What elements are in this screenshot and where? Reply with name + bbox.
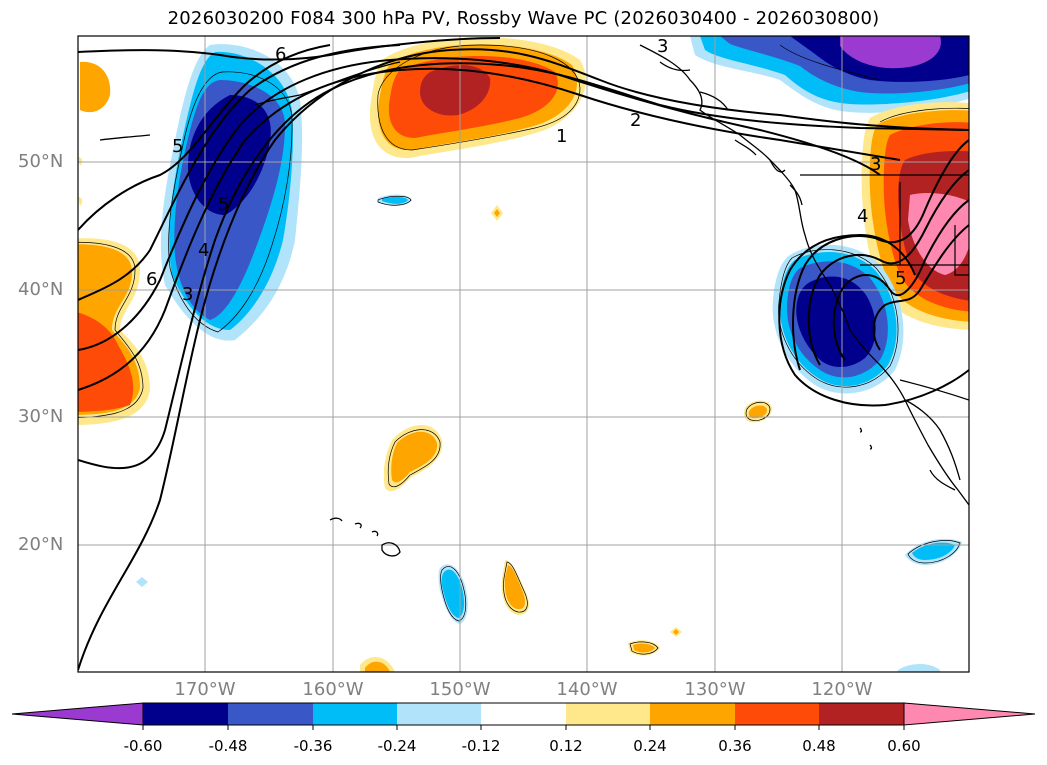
lat-label: 40°N	[18, 279, 64, 300]
colorbar-tick-label: 0.24	[633, 737, 667, 755]
colorbar-segment	[819, 703, 904, 725]
pv-trough-2	[807, 169, 969, 366]
pv-trough-1	[792, 139, 969, 371]
colorbar-tick-label: -0.36	[293, 737, 333, 755]
lon-label: 160°W	[302, 679, 364, 700]
contour-label: 5	[895, 268, 906, 289]
contour-label: 5	[218, 194, 229, 215]
contour-label: 1	[556, 126, 567, 147]
colorbar	[11, 702, 1036, 730]
contour-label: 2	[630, 110, 641, 131]
pv-contour-4	[78, 57, 881, 351]
pv-trough-3	[832, 199, 969, 361]
pv-trough-4	[872, 224, 969, 351]
colorbar-tick-label: 0.12	[549, 737, 583, 755]
lat-label: 50°N	[18, 151, 64, 172]
colorbar-segment	[481, 703, 566, 725]
lon-label: 140°W	[556, 679, 618, 700]
colorbar-tick-label: -0.24	[377, 737, 417, 755]
lon-label: 150°W	[429, 679, 491, 700]
map-panel: 6 5 5 4 6 3 3 2 1 3 4 5	[78, 36, 969, 672]
contour-label: 4	[857, 206, 868, 227]
chart-title: 2026030200 F084 300 hPa PV, Rossby Wave …	[167, 8, 880, 29]
lon-label: 170°W	[174, 679, 236, 700]
colorbar-segment	[143, 703, 228, 725]
colorbar-tick-label: -0.60	[123, 737, 163, 755]
colorbar-segment	[313, 703, 397, 725]
lat-label: 30°N	[18, 406, 64, 427]
pv-contours	[78, 37, 969, 671]
contour-label: 4	[198, 240, 209, 261]
graticule	[78, 36, 969, 672]
colorbar-tick-label: -0.48	[208, 737, 248, 755]
contour-labels: 6 5 5 4 6 3 3 2 1 3 4 5	[146, 36, 906, 305]
contour-label: 6	[275, 44, 286, 65]
colorbar-segment	[650, 703, 735, 725]
lon-label: 120°W	[811, 679, 873, 700]
lat-label: 20°N	[18, 534, 64, 555]
colorbar-extend-high	[903, 702, 1036, 726]
anomaly-outlines	[78, 44, 969, 655]
contour-label: 5	[172, 136, 183, 157]
colorbar-segment	[566, 703, 650, 725]
contour-label: 3	[657, 36, 668, 57]
colorbar-segment	[735, 703, 819, 725]
colorbar-extend-low	[11, 702, 144, 726]
pv-anomaly-shading	[78, 36, 969, 672]
map-frame	[77, 35, 970, 673]
contour-label: 6	[146, 269, 157, 290]
pv-closed-low-outer	[778, 233, 969, 407]
colorbar-tick-label: 0.60	[887, 737, 921, 755]
contour-label: 3	[870, 154, 881, 175]
colorbar-segment	[228, 703, 313, 725]
contour-label: 3	[182, 284, 193, 305]
colorbar-tick-label: 0.48	[802, 737, 836, 755]
colorbar-segment	[397, 703, 481, 725]
lon-label: 130°W	[684, 679, 746, 700]
colorbar-tick-label: 0.36	[718, 737, 752, 755]
pv-contour-7	[78, 37, 501, 61]
colorbar-tick-label: -0.12	[461, 737, 501, 755]
pv-contour-3	[78, 67, 901, 391]
